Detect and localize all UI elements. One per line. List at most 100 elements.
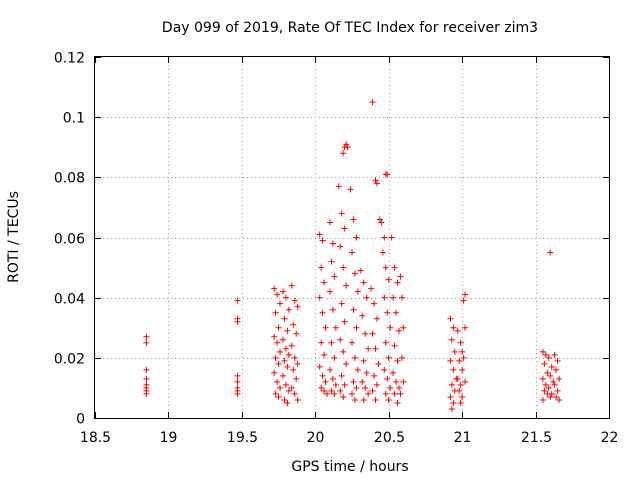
- data-point: [375, 360, 382, 367]
- data-point: [316, 363, 323, 370]
- data-point: [542, 381, 549, 388]
- data-point: [360, 279, 367, 286]
- data-point: [274, 378, 281, 385]
- data-point: [272, 390, 279, 397]
- data-point: [462, 378, 469, 385]
- data-point: [326, 366, 333, 373]
- data-point: [365, 345, 372, 352]
- data-point: [353, 234, 360, 241]
- data-point: [369, 330, 376, 337]
- data-point: [548, 363, 555, 370]
- x-tick-label: 22: [601, 430, 619, 446]
- data-point: [551, 381, 558, 388]
- data-point: [373, 381, 380, 388]
- data-point: [331, 354, 338, 361]
- data-point: [379, 249, 386, 256]
- axis-ticks: 18.5 19 19.5 20 20.5 21 21.5 22 0 0.02 0.04 0.06 0.0…: [54, 51, 619, 447]
- data-point: [448, 336, 455, 343]
- data-point: [321, 351, 328, 358]
- data-point: [322, 378, 329, 385]
- data-point: [328, 258, 335, 265]
- data-point: [371, 300, 378, 307]
- data-point: [398, 294, 405, 301]
- data-point: [143, 333, 150, 340]
- data-point: [556, 396, 563, 403]
- data-point: [382, 339, 389, 346]
- data-point: [329, 306, 336, 313]
- data-point: [393, 378, 400, 385]
- x-tick-label: 21.5: [521, 430, 552, 446]
- data-point: [275, 360, 282, 367]
- data-point: [272, 354, 279, 361]
- data-point: [363, 294, 370, 301]
- data-point: [363, 369, 370, 376]
- data-point: [272, 309, 279, 316]
- data-point: [545, 384, 552, 391]
- data-point: [234, 372, 241, 379]
- data-point: [459, 366, 466, 373]
- data-point: [285, 306, 292, 313]
- data-point: [400, 324, 407, 331]
- data-point: [321, 279, 328, 286]
- data-point: [539, 348, 546, 355]
- data-point: [285, 387, 292, 394]
- grid-lines: [95, 57, 609, 418]
- data-point: [395, 327, 402, 334]
- data-point: [316, 294, 323, 301]
- data-point: [548, 390, 555, 397]
- data-point: [353, 384, 360, 391]
- y-tick-label: 0.1: [63, 111, 85, 127]
- data-point: [288, 282, 295, 289]
- data-point: [398, 354, 405, 361]
- data-point: [351, 354, 358, 361]
- data-point: [319, 309, 326, 316]
- data-point: [359, 378, 366, 385]
- data-point: [381, 294, 388, 301]
- data-point: [338, 300, 345, 307]
- data-point: [322, 324, 329, 331]
- x-axis-label: GPS time / hours: [291, 459, 408, 475]
- data-point: [293, 330, 300, 337]
- data-point: [234, 318, 241, 325]
- data-point: [285, 351, 292, 358]
- data-point: [456, 387, 463, 394]
- y-tick-label: 0.04: [54, 292, 85, 308]
- data-point: [381, 366, 388, 373]
- data-point: [337, 336, 344, 343]
- data-point: [343, 282, 350, 289]
- data-point: [554, 387, 561, 394]
- data-point: [372, 396, 379, 403]
- data-point: [394, 357, 401, 364]
- data-point: [547, 393, 554, 400]
- chart-title: Day 099 of 2019, Rate Of TEC Index for r…: [162, 20, 538, 36]
- data-point: [385, 354, 392, 361]
- data-point: [288, 342, 295, 349]
- data-point: [319, 237, 326, 244]
- data-points: [143, 99, 563, 412]
- data-point: [397, 390, 404, 397]
- data-point: [281, 357, 288, 364]
- data-point: [372, 345, 379, 352]
- data-point: [554, 357, 561, 364]
- data-point: [277, 384, 284, 391]
- data-point: [340, 348, 347, 355]
- data-point: [326, 219, 333, 226]
- data-point: [385, 276, 392, 283]
- data-point: [382, 264, 389, 271]
- data-point: [547, 372, 554, 379]
- data-point: [293, 375, 300, 382]
- x-tick-label: 21: [454, 430, 472, 446]
- data-point: [542, 351, 549, 358]
- data-point: [369, 99, 376, 106]
- data-point: [459, 393, 466, 400]
- data-point: [349, 249, 355, 256]
- data-point: [447, 315, 454, 322]
- data-point: [332, 381, 339, 388]
- data-point: [349, 339, 355, 346]
- data-point: [362, 384, 369, 391]
- data-point: [288, 384, 295, 391]
- data-point: [387, 384, 394, 391]
- data-point: [294, 360, 301, 367]
- data-point: [347, 186, 354, 193]
- data-point: [329, 240, 336, 247]
